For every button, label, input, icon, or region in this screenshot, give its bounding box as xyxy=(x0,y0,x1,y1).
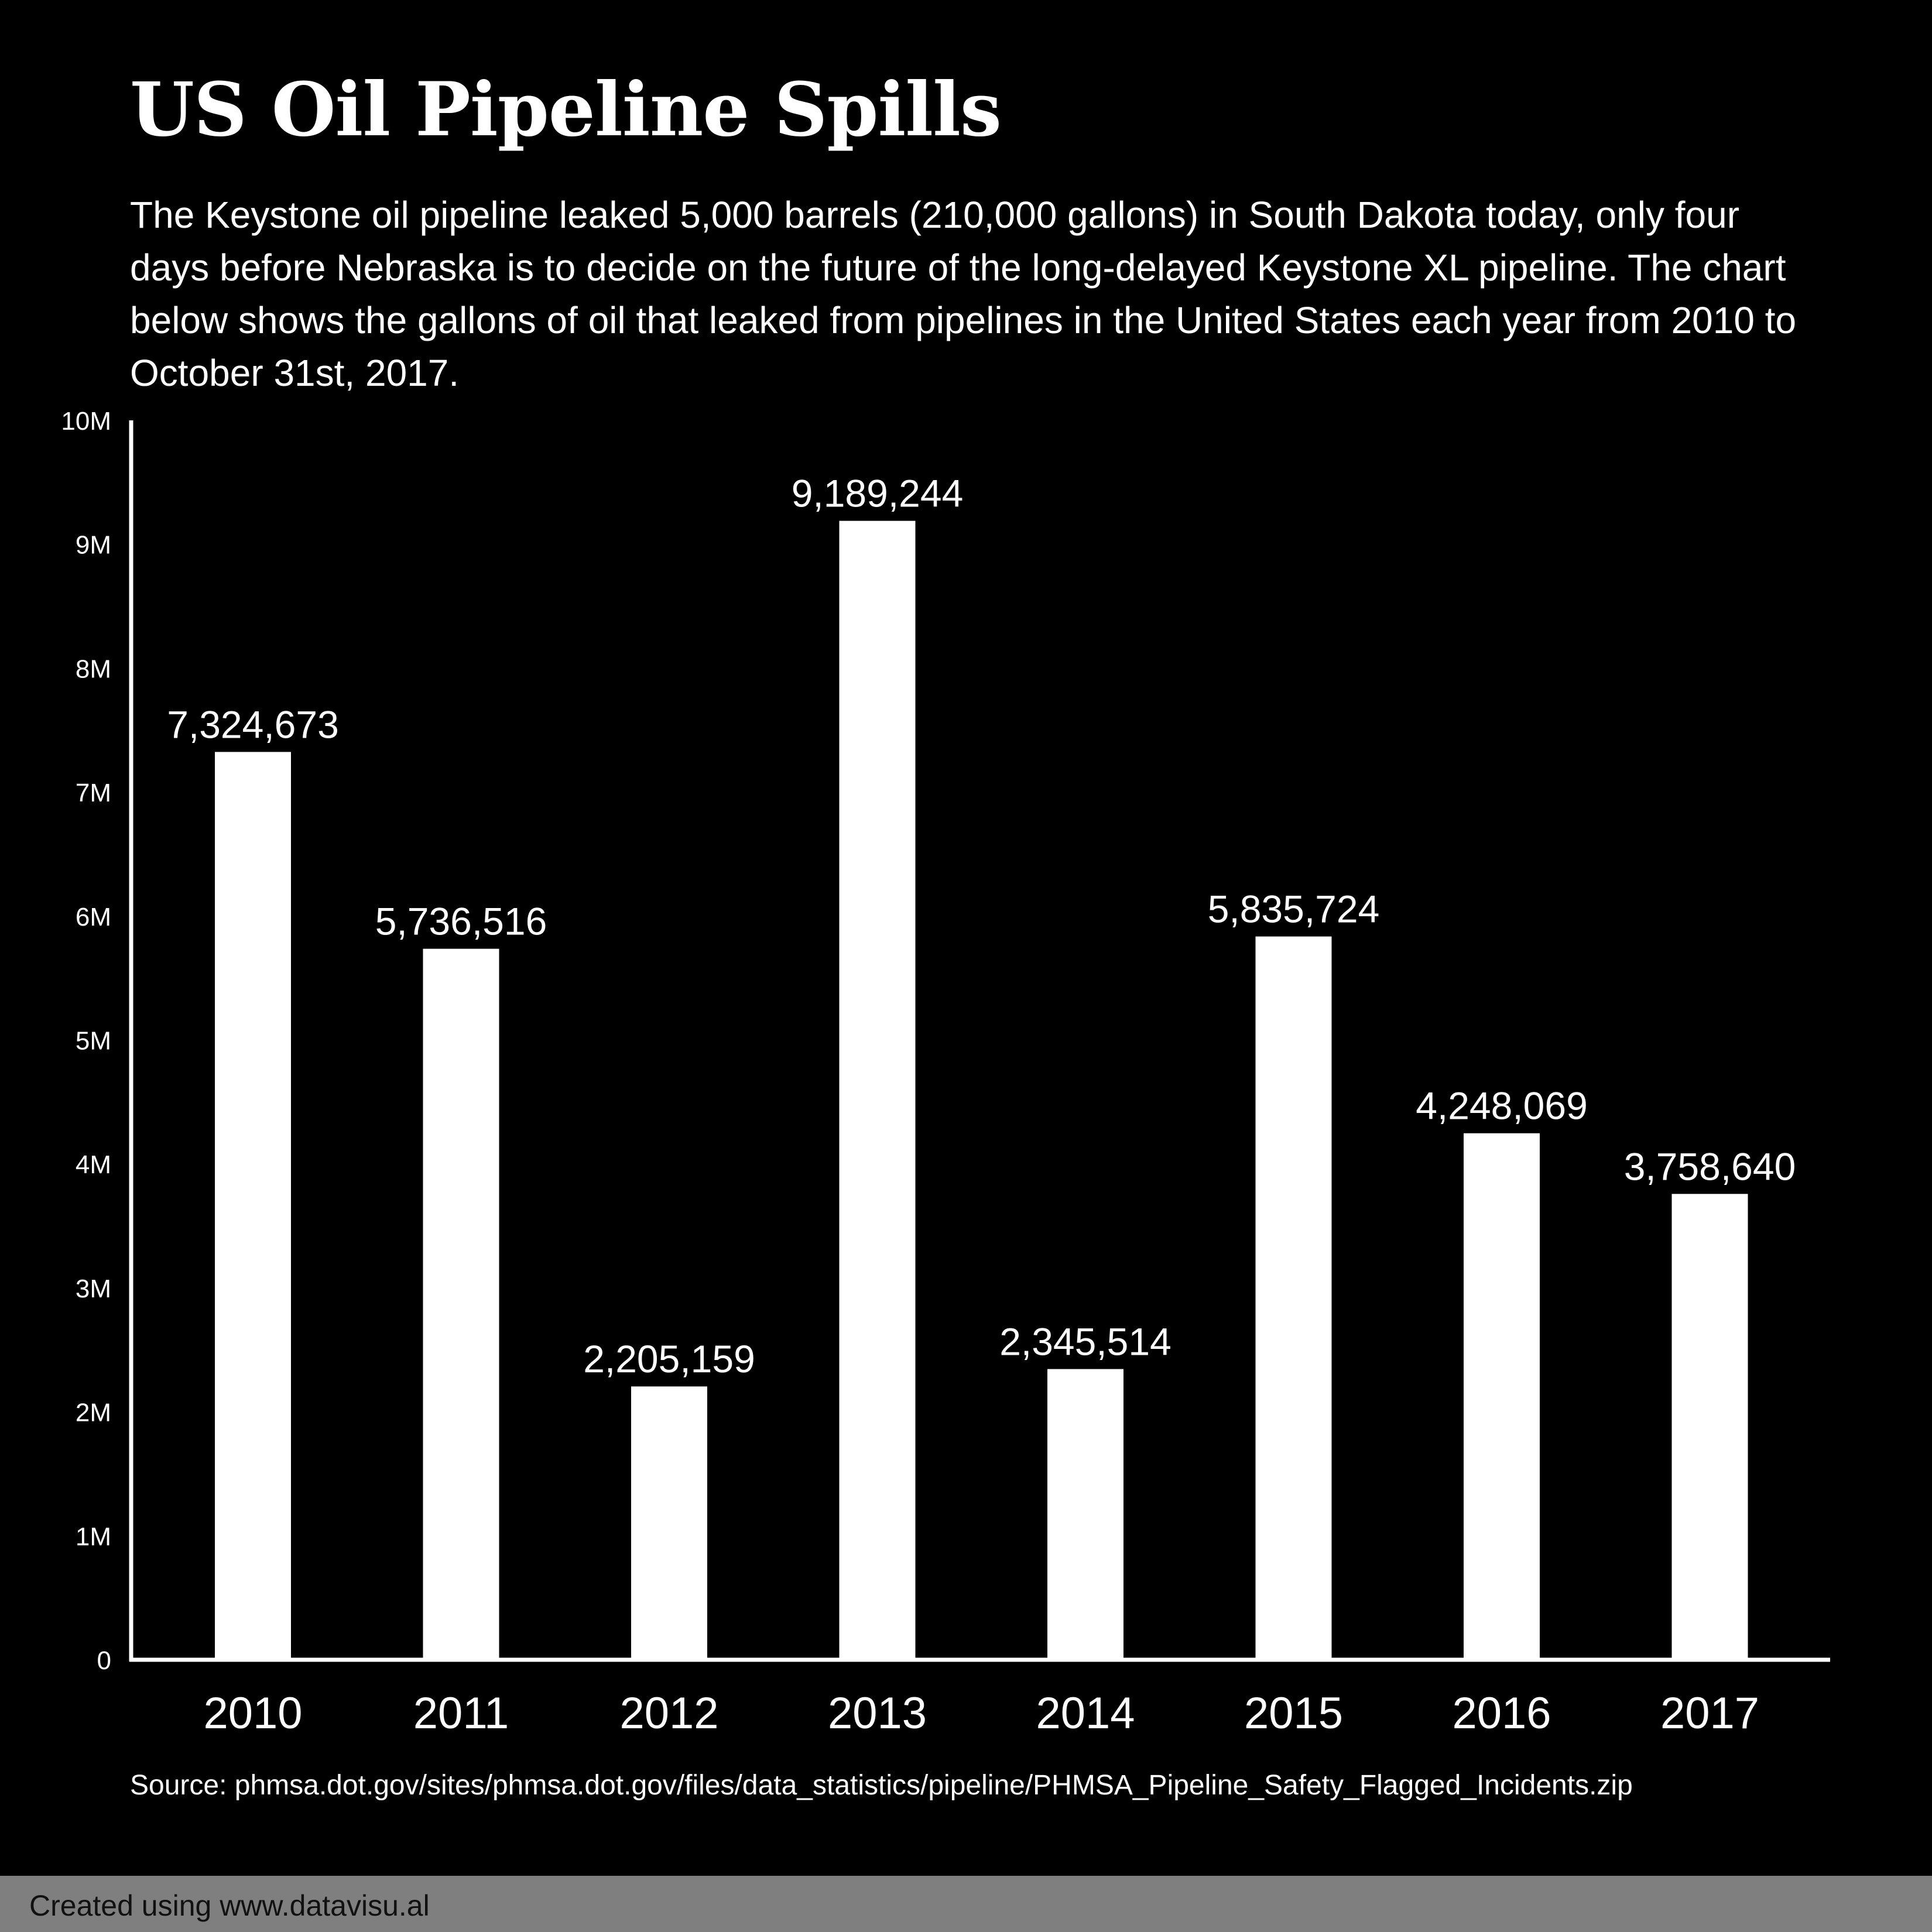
footer-credit: Created using www.datavisu.al xyxy=(29,1889,430,1922)
bar-value-label: 5,736,516 xyxy=(375,900,547,943)
y-tick-label: 10M xyxy=(61,407,111,436)
x-axis-ticks: 2010 2011 2012 2013 2014 2015 2016 2017 xyxy=(203,1688,1759,1738)
bar-2016 xyxy=(1464,1133,1540,1660)
chart-title: US Oil Pipeline Spills xyxy=(130,66,1002,153)
x-tick-label: 2011 xyxy=(413,1688,509,1738)
y-axis-ticks: 0 1M 2M 3M 4M 5M 6M 7M 8M 9M 10M xyxy=(61,407,111,1675)
bar-value-label: 5,835,724 xyxy=(1208,888,1380,931)
bar-2012 xyxy=(631,1386,707,1660)
x-tick-label: 2013 xyxy=(828,1688,927,1738)
x-tick-label: 2014 xyxy=(1036,1688,1135,1738)
bar-2017 xyxy=(1671,1194,1748,1660)
bar-value-label: 3,758,640 xyxy=(1624,1145,1796,1188)
y-tick-label: 6M xyxy=(76,903,111,931)
x-tick-label: 2016 xyxy=(1452,1688,1551,1738)
y-tick-label: 8M xyxy=(76,655,111,683)
bar-value-label: 2,345,514 xyxy=(999,1320,1171,1363)
x-tick-label: 2017 xyxy=(1660,1688,1759,1738)
bar-2010 xyxy=(215,752,291,1660)
y-tick-label: 4M xyxy=(76,1150,111,1179)
bar-value-label: 2,205,159 xyxy=(583,1337,755,1381)
y-tick-label: 1M xyxy=(76,1522,111,1551)
footer-bar: Created using www.datavisu.al xyxy=(0,1876,1932,1932)
x-tick-label: 2015 xyxy=(1244,1688,1343,1738)
bar-value-label: 7,324,673 xyxy=(167,703,339,746)
bar-value-label: 9,189,244 xyxy=(792,472,964,515)
bar-data-labels: 7,324,673 5,736,516 2,205,159 9,189,244 2,34… xyxy=(167,472,1796,1381)
y-tick-label: 3M xyxy=(76,1275,111,1303)
bar-2013 xyxy=(839,520,916,1660)
chart-description: The Keystone oil pipeline leaked 5,000 b… xyxy=(130,194,1797,394)
bar-2015 xyxy=(1255,936,1332,1660)
y-tick-label: 0 xyxy=(97,1646,111,1675)
x-tick-label: 2012 xyxy=(619,1688,718,1738)
y-tick-label: 9M xyxy=(76,531,111,560)
x-tick-label: 2010 xyxy=(203,1688,302,1738)
source-note: Source: phmsa.dot.gov/sites/phmsa.dot.go… xyxy=(130,1770,1633,1801)
y-tick-label: 5M xyxy=(76,1027,111,1056)
y-tick-label: 2M xyxy=(76,1399,111,1427)
bar-2014 xyxy=(1047,1369,1123,1660)
bar-value-label: 4,248,069 xyxy=(1416,1084,1588,1128)
y-tick-label: 7M xyxy=(76,779,111,807)
bars xyxy=(215,520,1748,1660)
bar-2011 xyxy=(423,948,499,1660)
